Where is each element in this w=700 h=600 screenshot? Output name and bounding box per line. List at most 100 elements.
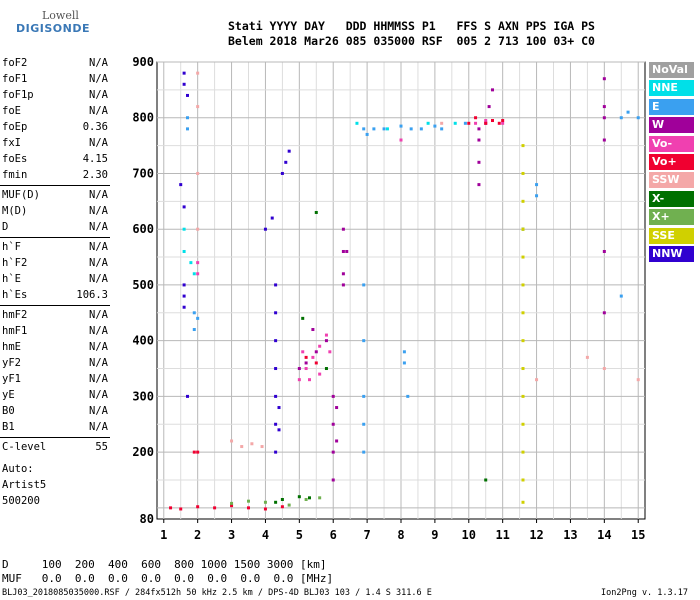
param-value: N/A <box>89 73 108 85</box>
data-point-nne <box>426 121 430 125</box>
data-point-e <box>192 328 196 332</box>
data-point-nnw <box>274 283 278 287</box>
data-point-vo <box>169 506 173 510</box>
param-label: h`Es <box>2 289 28 301</box>
param-row-fof1p: foF1p N/A <box>2 88 108 103</box>
data-point-sse <box>521 478 525 482</box>
data-point-x <box>318 496 322 500</box>
logo-line-1: Lowell <box>42 9 79 22</box>
param-value: N/A <box>89 221 108 233</box>
y-tick-label: 80 <box>140 512 154 526</box>
y-tick-label: 900 <box>132 55 154 69</box>
data-point-w <box>602 105 606 109</box>
data-point-ssw <box>636 378 640 382</box>
data-point-sse <box>521 500 525 504</box>
param-label: C-level <box>2 441 47 453</box>
data-point-x <box>297 495 301 499</box>
data-point-vo <box>467 121 471 125</box>
data-point-nnw <box>182 205 186 209</box>
param-label: foF1 <box>2 73 28 85</box>
param-label: D <box>2 221 9 233</box>
data-point-w <box>487 105 491 109</box>
param-separator <box>0 437 110 438</box>
data-point-w <box>297 367 301 371</box>
data-point-w <box>602 249 606 253</box>
param-row-d: D N/A <box>2 220 108 235</box>
data-point-w <box>331 478 335 482</box>
legend-item-x: X- <box>649 190 694 207</box>
header-line-2: Belem 2018 Mar26 085 035000 RSF 005 2 71… <box>228 34 595 48</box>
data-point-e <box>619 116 623 120</box>
data-point-vo <box>318 344 322 348</box>
data-point-x <box>274 500 278 504</box>
param-row-foe: foE N/A <box>2 104 108 119</box>
data-point-sse <box>521 311 525 315</box>
data-point-x <box>308 496 311 500</box>
data-point-ssw <box>250 442 254 446</box>
data-point-nnw <box>284 160 288 164</box>
data-point-e <box>619 294 623 298</box>
station-header: Stati YYYY DAY DDD HHMMSS P1 FFS S AXN P… <box>228 19 595 49</box>
muf-row: MUF 0.0 0.0 0.0 0.0 0.0 0.0 0.0 0.0 [MHz… <box>2 572 334 585</box>
data-point-nne <box>355 121 359 125</box>
data-point-ssw <box>602 367 606 371</box>
param-row-ye: yE N/A <box>2 388 108 403</box>
param-value: 106.3 <box>76 289 108 301</box>
param-label: foF1p <box>2 89 34 101</box>
x-tick-label: 15 <box>631 528 645 542</box>
data-point-e <box>382 127 386 131</box>
data-point-vo <box>474 121 478 125</box>
param-row-b0: B0 N/A <box>2 404 108 419</box>
data-point-vo <box>263 507 267 511</box>
param-value: N/A <box>89 421 108 433</box>
data-point-ssw <box>240 445 244 449</box>
header-line-1: Stati YYYY DAY DDD HHMMSS P1 FFS S AXN P… <box>228 19 595 33</box>
data-point-sse <box>521 367 525 371</box>
data-point-e <box>186 127 189 131</box>
data-point-nnw <box>277 428 281 432</box>
param-separator <box>0 185 110 186</box>
data-point-w <box>304 361 308 365</box>
data-point-w <box>341 283 345 287</box>
data-point-x <box>263 500 267 504</box>
x-tick-label: 12 <box>529 528 543 542</box>
data-point-e <box>196 316 200 320</box>
param-value: 2.30 <box>82 169 108 181</box>
param-row-hf2: h`F2 N/A <box>2 256 108 271</box>
distance-row: D 100 200 400 600 800 1000 1500 3000 [km… <box>2 558 327 571</box>
data-point-sse <box>521 450 525 454</box>
param-label: yE <box>2 389 15 401</box>
auto-line3: 500200 <box>2 495 40 507</box>
param-row-hmf2: hmF2 N/A <box>2 308 108 323</box>
param-row-fof2: foF2 N/A <box>2 56 108 71</box>
data-point-w <box>491 88 494 92</box>
data-point-nne <box>182 249 186 253</box>
data-point-vo <box>497 121 501 125</box>
data-point-vo <box>314 361 318 365</box>
data-point-w <box>331 394 335 398</box>
param-value: N/A <box>89 205 108 217</box>
data-point-w <box>335 439 339 443</box>
data-point-sse <box>521 339 525 343</box>
param-value: N/A <box>89 373 108 385</box>
param-row-fmin: fmin 2.30 <box>2 168 108 183</box>
x-tick-label: 8 <box>397 528 404 542</box>
data-point-e <box>433 124 437 128</box>
y-tick-label: 600 <box>132 222 154 236</box>
data-point-nnw <box>186 394 189 398</box>
legend-item-nne: NNE <box>649 80 694 97</box>
data-point-sse <box>521 255 525 259</box>
legend-item-vo: Vo+ <box>649 154 694 170</box>
data-point-ssw <box>196 105 200 109</box>
data-point-x <box>484 478 488 482</box>
data-point-nnw <box>280 171 284 175</box>
data-point-w <box>477 160 481 164</box>
data-point-ssw <box>585 355 589 359</box>
file-info: BLJ03_2018085035000.RSF / 284fx512h 50 k… <box>2 588 432 598</box>
data-point-w <box>324 339 328 343</box>
param-value: N/A <box>89 241 108 253</box>
data-point-ssw <box>196 171 200 175</box>
data-point-vo <box>196 272 200 276</box>
data-point-e <box>365 132 369 136</box>
param-separator <box>0 237 110 238</box>
